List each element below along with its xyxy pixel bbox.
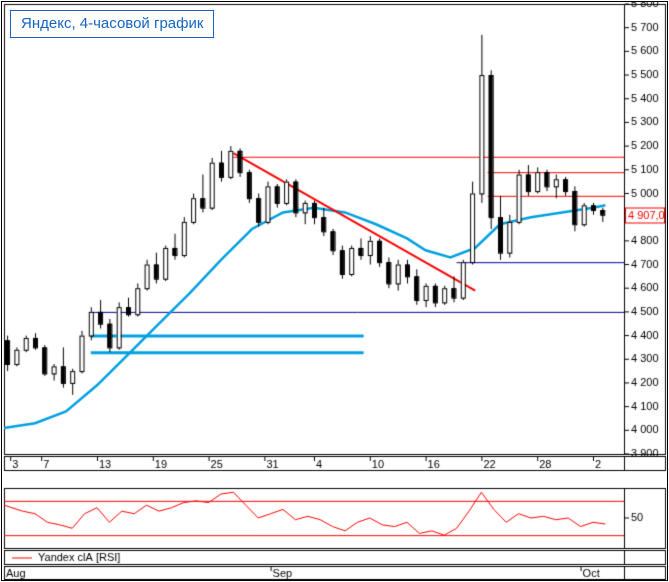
chart-canvas [2, 2, 667, 580]
chart-title-box: Яндекс, 4-часовой график [10, 10, 214, 38]
chart-container: Яндекс, 4-часовой график [1, 1, 668, 581]
chart-title: Яндекс, 4-часовой график [21, 15, 203, 32]
